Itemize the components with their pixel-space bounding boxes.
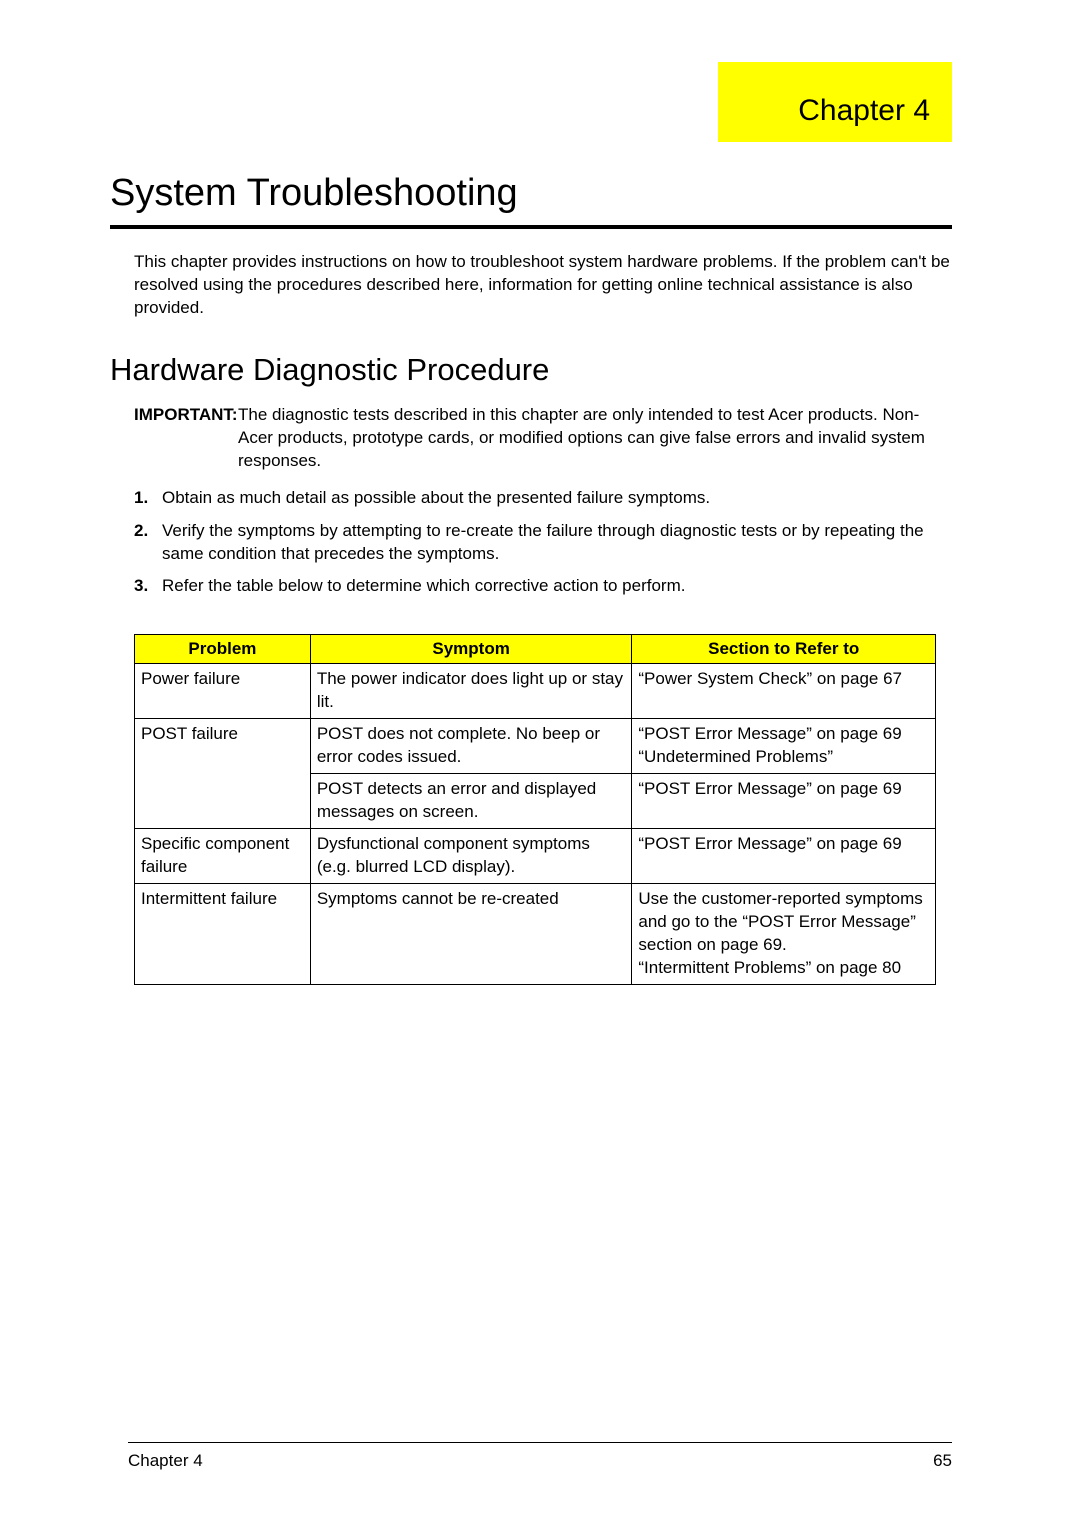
cell-section: Use the customer-reported symptoms and g…: [632, 883, 936, 984]
list-number: 1.: [134, 487, 162, 510]
cell-problem: Specific component failure: [135, 829, 311, 884]
cell-section: “POST Error Message” on page 69: [632, 774, 936, 829]
table-header-row: Problem Symptom Section to Refer to: [135, 635, 936, 664]
table-row: Specific component failure Dysfunctional…: [135, 829, 936, 884]
cell-problem: Power failure: [135, 664, 311, 719]
list-number: 3.: [134, 575, 162, 598]
chapter-badge: Chapter 4: [718, 62, 952, 142]
footer-rule: [128, 1442, 952, 1443]
important-text: The diagnostic tests described in this c…: [238, 404, 952, 473]
cell-section-line: Use the customer-reported symptoms and g…: [638, 888, 929, 957]
chapter-badge-text: Chapter 4: [798, 94, 930, 127]
header-problem: Problem: [135, 635, 311, 664]
heading-rule: [110, 225, 952, 229]
list-item: 3. Refer the table below to determine wh…: [134, 575, 952, 598]
important-note: IMPORTANT: The diagnostic tests describe…: [134, 404, 952, 473]
cell-section: “Power System Check” on page 67: [632, 664, 936, 719]
cell-section-line: “Undetermined Problems”: [638, 746, 929, 769]
table-row: POST failure POST does not complete. No …: [135, 719, 936, 774]
cell-problem: Intermittent failure: [135, 883, 311, 984]
list-item: 2. Verify the symptoms by attempting to …: [134, 520, 952, 566]
cell-symptom: POST detects an error and displayed mess…: [310, 774, 632, 829]
page-title: System Troubleshooting: [110, 172, 952, 215]
diagnostic-table: Problem Symptom Section to Refer to Powe…: [134, 634, 936, 984]
page-content: Chapter 4 System Troubleshooting This ch…: [0, 0, 1080, 985]
list-text: Verify the symptoms by attempting to re-…: [162, 520, 952, 566]
header-section: Section to Refer to: [632, 635, 936, 664]
cell-symptom: The power indicator does light up or sta…: [310, 664, 632, 719]
footer-page-number: 65: [933, 1451, 952, 1471]
table-row: Intermittent failure Symptoms cannot be …: [135, 883, 936, 984]
cell-section-line: “POST Error Message” on page 69: [638, 723, 929, 746]
important-label: IMPORTANT:: [134, 404, 238, 473]
cell-section-line: “Intermittent Problems” on page 80: [638, 957, 929, 980]
list-number: 2.: [134, 520, 162, 566]
list-item: 1. Obtain as much detail as possible abo…: [134, 487, 952, 510]
cell-section: “POST Error Message” on page 69 “Undeter…: [632, 719, 936, 774]
cell-problem: POST failure: [135, 719, 311, 829]
cell-section: “POST Error Message” on page 69: [632, 829, 936, 884]
table-row: Power failure The power indicator does l…: [135, 664, 936, 719]
section-heading: Hardware Diagnostic Procedure: [110, 352, 952, 388]
list-text: Obtain as much detail as possible about …: [162, 487, 952, 510]
footer-content: Chapter 4 65: [128, 1451, 952, 1471]
cell-symptom: Dysfunctional component symptoms (e.g. b…: [310, 829, 632, 884]
list-text: Refer the table below to determine which…: [162, 575, 952, 598]
cell-symptom: Symptoms cannot be re-created: [310, 883, 632, 984]
cell-symptom: POST does not complete. No beep or error…: [310, 719, 632, 774]
header-symptom: Symptom: [310, 635, 632, 664]
steps-list: 1. Obtain as much detail as possible abo…: [134, 487, 952, 599]
intro-paragraph: This chapter provides instructions on ho…: [134, 251, 952, 320]
footer-chapter: Chapter 4: [128, 1451, 203, 1471]
page-footer: Chapter 4 65: [128, 1442, 952, 1471]
